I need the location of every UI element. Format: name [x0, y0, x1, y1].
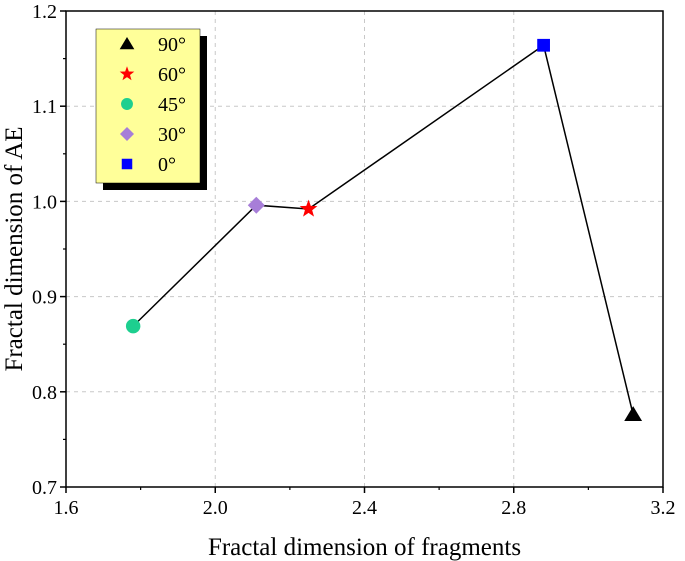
legend-label-30deg: 30°: [158, 124, 186, 146]
y-tick-label: 0.8: [32, 382, 57, 404]
connecting-line: [132, 44, 634, 415]
legend-marker-60deg: [119, 66, 135, 81]
x-axis-title: Fractal dimension of fragments: [208, 534, 521, 561]
data-point-90deg: [624, 406, 643, 422]
x-tick-label: 2.0: [203, 497, 228, 519]
data-point-0deg: [537, 38, 550, 52]
legend-label-90deg: 90°: [158, 34, 186, 56]
y-axis-title: Fractal dimension of AE: [1, 126, 28, 371]
connecting-line-layer: [132, 44, 634, 415]
legend-marker-0deg: [121, 158, 133, 170]
legend-box: [95, 28, 201, 184]
data-point-30deg: [247, 196, 265, 214]
axis-ticks: 1.6 2.0 2.4 2.8 3.2 0.7 0.8 0.9 1.0 1.1 1.2: [32, 1, 676, 519]
y-tick-label: 1.1: [32, 96, 57, 118]
y-tick-label: 0.7: [32, 477, 57, 499]
y-tick-label: 1.2: [32, 1, 57, 23]
marker-layer: [125, 38, 643, 422]
legend-marker-45deg: [121, 98, 133, 110]
legend-label-0deg: 0°: [158, 154, 176, 176]
x-tick-label: 2.4: [352, 497, 377, 519]
y-tick-label: 1.0: [32, 191, 57, 213]
legend-marker-90deg: [119, 37, 135, 50]
legend: 90° 60° 45° 30° 0°: [95, 28, 207, 190]
x-tick-label: 1.6: [54, 497, 79, 519]
legend-marker-30deg: [120, 127, 134, 141]
y-tick-label: 0.9: [32, 287, 57, 309]
x-tick-label: 2.8: [501, 497, 526, 519]
legend-label-45deg: 45°: [158, 94, 186, 116]
x-tick-label: 3.2: [651, 497, 676, 519]
legend-label-60deg: 60°: [158, 64, 186, 86]
data-point-60deg: [299, 199, 318, 217]
data-point-45deg: [125, 318, 141, 334]
